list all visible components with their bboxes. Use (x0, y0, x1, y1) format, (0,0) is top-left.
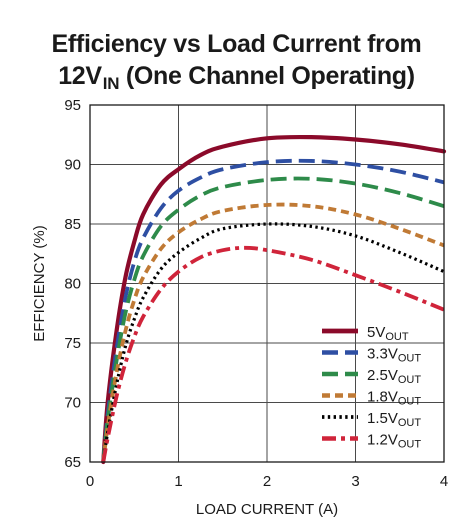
data-series (101, 134, 447, 465)
x-tick-label: 2 (263, 473, 271, 490)
y-tick-label: 70 (64, 395, 81, 412)
y-tick-label: 65 (64, 454, 81, 471)
legend-label-5: 1.2VOUT (367, 432, 421, 451)
legend-label-4: 1.5VOUT (367, 410, 421, 429)
plot-frame (89, 104, 445, 463)
series-line-3 (101, 202, 445, 463)
legend-label-1: 3.3VOUT (367, 346, 421, 365)
y-tick-labels: 65 70 75 80 85 90 95 (64, 97, 81, 471)
chart-title-rest: (One Channel Operating) (119, 62, 415, 90)
chart-title-main: 12V (58, 62, 102, 90)
y-axis-label: EFFICIENCY (%) (31, 225, 48, 341)
grid-lines (90, 105, 444, 462)
x-tick-label: 4 (440, 473, 448, 490)
x-axis-label: LOAD CURRENT (A) (196, 501, 338, 518)
chart-title-line1: Efficiency vs Load Current from (51, 30, 422, 58)
x-tick-labels: 0 1 2 3 4 (86, 473, 448, 490)
legend-label-0: 5VOUT (367, 324, 409, 343)
y-tick-label: 80 (64, 276, 81, 293)
x-tick-label: 0 (86, 473, 94, 490)
chart-title-subscript: IN (102, 74, 120, 93)
x-tick-label: 3 (351, 473, 359, 490)
y-tick-label: 85 (64, 216, 81, 233)
y-tick-label: 90 (64, 157, 81, 174)
series-line-1 (101, 158, 445, 463)
chart-title: Efficiency vs Load Current from 12VIN (O… (0, 28, 473, 95)
series-line-5 (101, 245, 445, 463)
series-line-2 (101, 176, 445, 463)
chart-title-line2: 12VIN (One Channel Operating) (0, 60, 473, 95)
legend-label-3: 1.8VOUT (367, 389, 421, 408)
series-line-4 (101, 222, 445, 463)
x-tick-label: 1 (174, 473, 182, 490)
legend-label-2: 2.5VOUT (367, 367, 421, 386)
y-tick-label: 95 (64, 97, 81, 114)
y-tick-label: 75 (64, 335, 81, 352)
legend: 5VOUT 3.3VOUT 2.5VOUT 1.8VOUT 1.5VOUT 1.2VOUT (322, 324, 421, 451)
series-line-0 (101, 134, 447, 465)
